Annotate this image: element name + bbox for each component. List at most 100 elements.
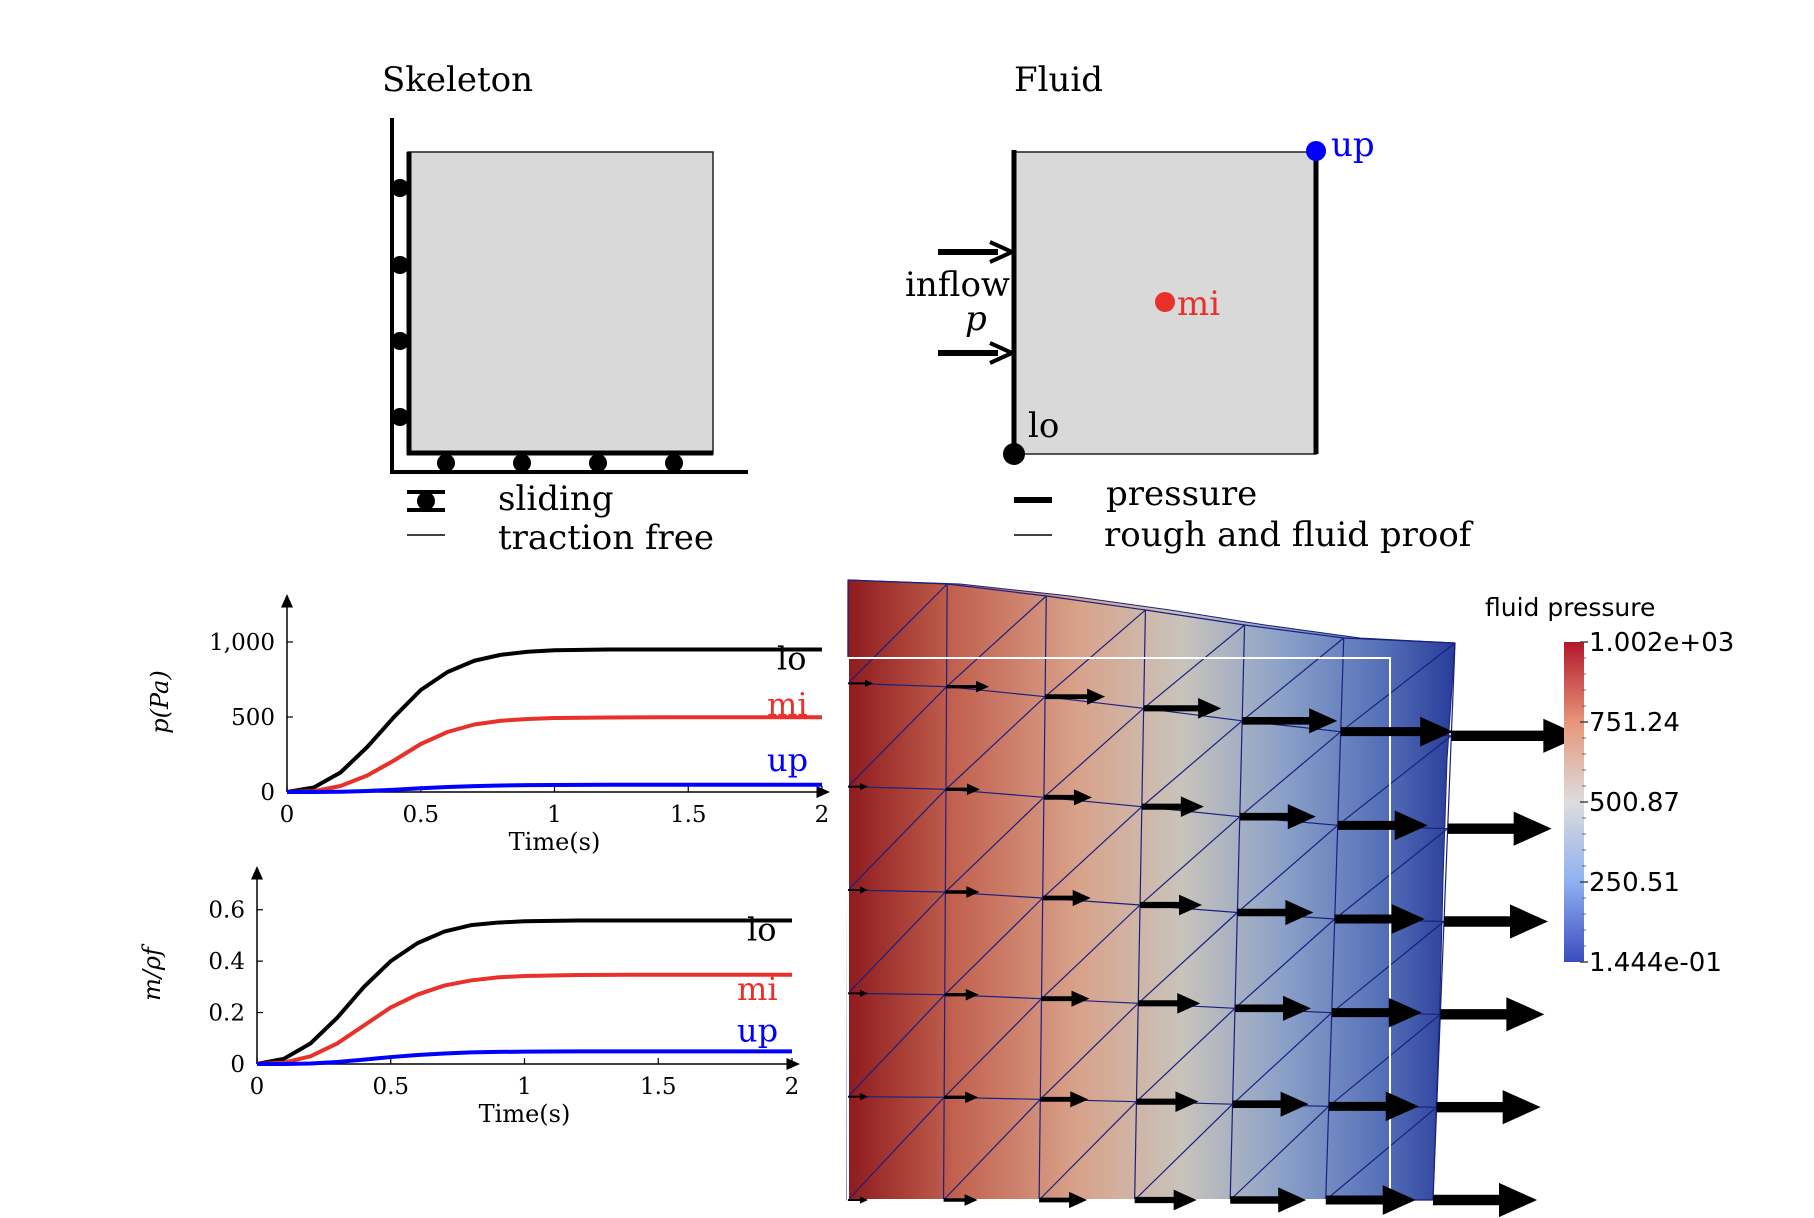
point-lo-marker [1003, 443, 1025, 465]
flux-arrow-head [1513, 811, 1552, 846]
mesh-diagonal [945, 696, 1046, 790]
series-line-mi [286, 715, 822, 794]
flux-arrow-head [865, 679, 873, 687]
mesh-diagonal [946, 595, 1047, 688]
mesh-diagonal [1136, 1007, 1236, 1103]
mesh-diagonal [1137, 912, 1238, 1004]
series-label-up: up [767, 741, 808, 779]
flux-arrow-head [1280, 1091, 1309, 1117]
colorbar-label: 250.51 [1589, 868, 1680, 898]
mesh-diagonal [943, 998, 1042, 1098]
series-label-mi: mi [737, 970, 778, 1008]
x-tick-label: 0 [280, 802, 295, 828]
skeleton-domain [407, 151, 714, 455]
flux-arrow-head [1282, 995, 1311, 1021]
point-mi-marker [1155, 292, 1175, 312]
flux-arrow-head [860, 783, 868, 791]
y-tick-label: 1,000 [209, 630, 275, 656]
y-axis-label: m/ρf [138, 943, 166, 1001]
mesh-diagonal [1234, 918, 1336, 1009]
colorbar: fluid pressure 1.002e+03 751.24 500.87 250.… [1485, 593, 1734, 978]
colorbar-label: 751.24 [1589, 708, 1680, 738]
mesh-diagonal [847, 583, 948, 684]
x-axis-label: Time(s) [479, 1100, 571, 1128]
point-lo-label: lo [1028, 406, 1059, 446]
flux-arrow-head [1175, 1091, 1199, 1113]
flux-arrow-head [1278, 1187, 1307, 1213]
flux-arrow-head [1069, 1191, 1088, 1209]
flux-arrow-head [1073, 789, 1092, 806]
x-tick-label: 0.5 [372, 1074, 409, 1100]
x-tick-label: 1.5 [640, 1074, 677, 1100]
flux-arrow-head [1087, 688, 1106, 705]
fluid-title: Fluid [1014, 60, 1103, 100]
flux-arrow-head [1499, 1182, 1537, 1218]
flux-arrows [848, 679, 1582, 1218]
mesh-diagonal [1241, 637, 1345, 722]
flux-arrow-head [1388, 997, 1422, 1028]
flux-arrow-head [1287, 804, 1316, 830]
flux-arrow-head [1173, 1189, 1197, 1211]
mesh-diagonal [1043, 707, 1145, 798]
roller-icon [391, 256, 409, 274]
series-label-lo: lo [777, 640, 807, 678]
flux-arrow-head [1394, 810, 1428, 841]
x-tick-label: 1.5 [670, 802, 707, 828]
skeleton-panel: Skeleton sliding traction free [382, 60, 748, 558]
flux-arrow-head [1285, 899, 1314, 926]
mesh-diagonal [944, 796, 1045, 893]
mesh-diagonal [1134, 1103, 1234, 1201]
flux-arrow-head [964, 1194, 978, 1206]
flux-arrow-head [966, 783, 980, 796]
mesh-diagonal [944, 897, 1044, 996]
mesh-diagonal [1239, 731, 1342, 818]
y-tick-label: 0.2 [208, 1001, 245, 1027]
mesh-diagonal [1340, 642, 1456, 733]
flux-arrow-head [965, 988, 979, 1001]
mesh-diagonal [1232, 1012, 1333, 1105]
x-tick-label: 0.5 [402, 802, 439, 828]
roller-icon [665, 454, 683, 472]
y-axis-label: p(Pa) [146, 670, 174, 733]
inflow-arrow-icon [938, 240, 1017, 264]
series-line-lo [286, 647, 822, 794]
series-line-mi [256, 972, 792, 1066]
y-tick-label: 0 [260, 780, 275, 806]
fluid-legend-pressure: pressure [1106, 474, 1257, 514]
roller-icon [391, 332, 409, 350]
flux-arrow-head [966, 886, 980, 898]
flux-arrow-head [1510, 904, 1548, 939]
x-tick-label: 2 [785, 1074, 800, 1100]
point-up-marker [1306, 141, 1326, 161]
mesh-diagonal [1337, 735, 1452, 826]
undeformed-outline [847, 657, 1391, 1201]
point-mi-label: mi [1177, 284, 1220, 324]
flux-arrow-head [1179, 894, 1203, 916]
colorbar-label: 1.002e+03 [1589, 628, 1734, 658]
inflow-label: inflow [905, 265, 1010, 305]
flux-arrow-head [1420, 716, 1454, 747]
mesh-diagonal [847, 891, 946, 994]
mesh-diagonal [1141, 720, 1243, 808]
series-line-lo [256, 918, 792, 1066]
skeleton-legend-traction-free: traction free [498, 518, 714, 558]
mesh-diagonal [1229, 1105, 1330, 1201]
series-line-up [257, 1049, 792, 1066]
inflow-symbol: p [965, 299, 987, 339]
mesh-diagonal [1044, 609, 1146, 698]
roller-icon [391, 179, 409, 197]
fluid-panel: Fluid inflow p up mi lo pressure rough a… [905, 60, 1474, 555]
flux-arrow-head [1198, 697, 1222, 719]
flux-arrow-head [860, 1196, 868, 1204]
y-tick-label: 0 [230, 1052, 245, 1078]
roller-icon [437, 454, 455, 472]
series-line-up [287, 782, 822, 794]
mesh-diagonal [1038, 1101, 1137, 1201]
colorbar-label: 500.87 [1589, 788, 1680, 818]
mesh-diagonal [943, 1098, 1041, 1201]
inflow-arrow-icon [938, 341, 1017, 365]
mesh-diagonal [1042, 806, 1143, 899]
x-tick-label: 2 [815, 802, 830, 828]
